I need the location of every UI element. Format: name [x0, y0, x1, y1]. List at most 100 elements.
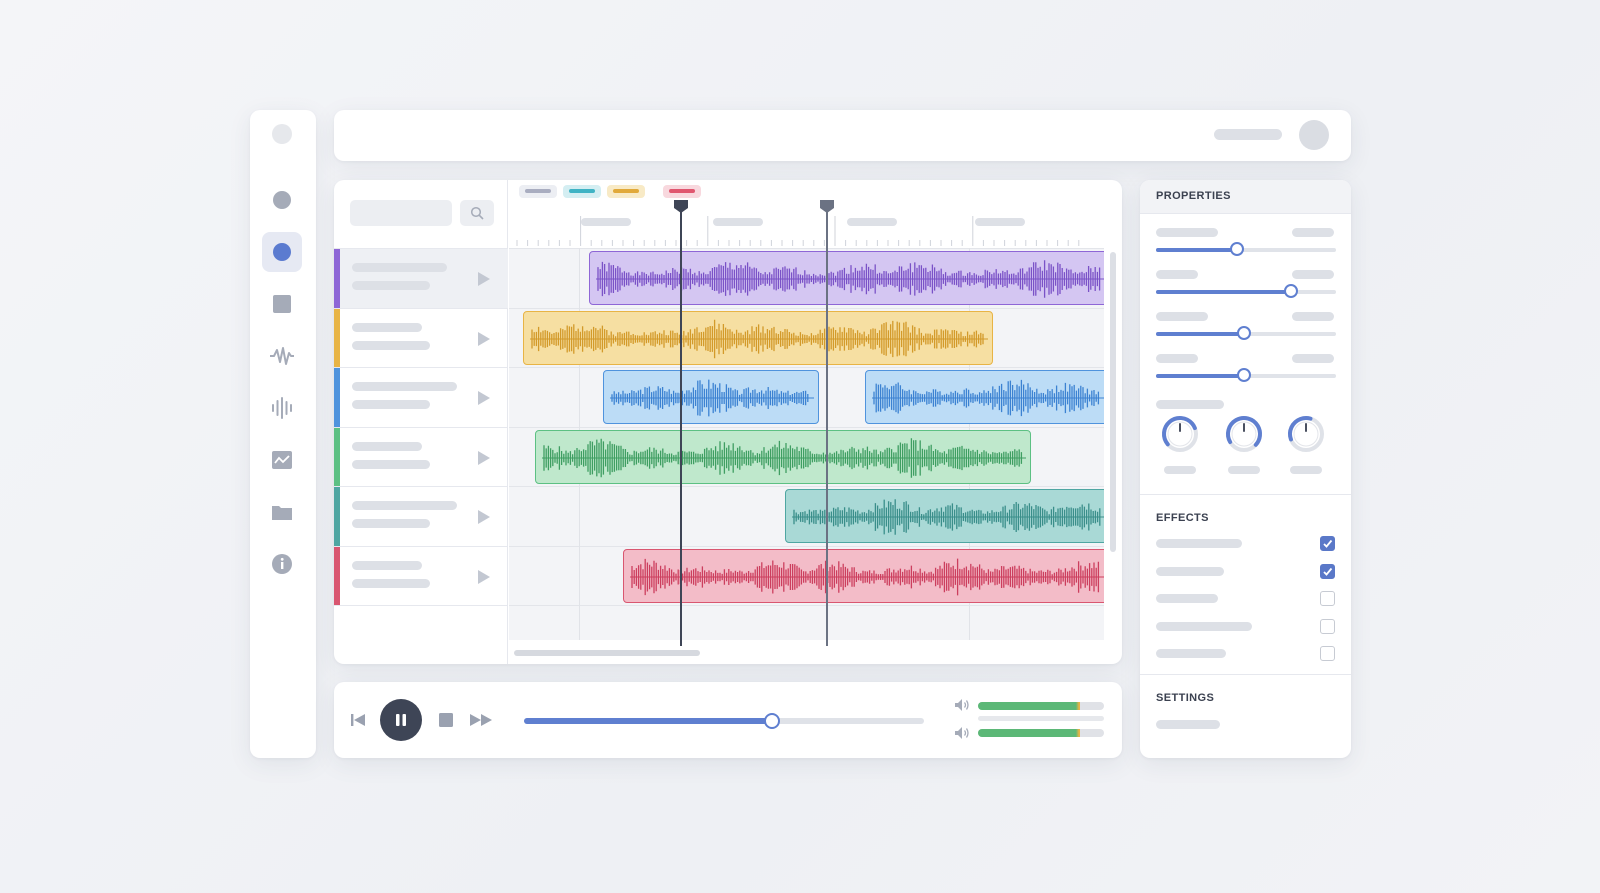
marker-tag-red[interactable]: [663, 185, 701, 198]
marker-tag-yellow[interactable]: [607, 185, 645, 198]
audio-clip[interactable]: [589, 251, 1104, 305]
settings-item-placeholder: [1156, 720, 1220, 729]
track-play-button[interactable]: [477, 509, 491, 530]
waveform: [542, 437, 1026, 478]
playhead[interactable]: [674, 200, 688, 646]
property-slider[interactable]: [1156, 284, 1336, 298]
effect-checkbox[interactable]: [1320, 536, 1335, 551]
track-name-placeholder: [352, 263, 447, 272]
track-play-button[interactable]: [477, 569, 491, 590]
effect-name-placeholder: [1156, 649, 1226, 658]
slider-label-placeholder: [1156, 312, 1208, 321]
clip-icon[interactable]: [262, 284, 302, 324]
property-slider[interactable]: [1156, 326, 1336, 340]
track-name-placeholder: [352, 501, 457, 510]
fast-forward-icon: [470, 714, 492, 726]
seek-thumb[interactable]: [764, 713, 780, 729]
slider-thumb[interactable]: [1237, 326, 1252, 340]
track-play-button[interactable]: [477, 390, 491, 411]
audio-clip[interactable]: [785, 489, 1104, 543]
search-input[interactable]: [350, 200, 452, 226]
slider-label-placeholder: [1156, 270, 1198, 279]
search-button[interactable]: [460, 200, 494, 226]
transport-bar: [334, 682, 1122, 758]
divider: [1140, 213, 1351, 214]
waveform: [610, 379, 814, 417]
speaker-icon: [955, 699, 969, 711]
icon-rail: [250, 110, 316, 758]
properties-header: [1140, 180, 1351, 213]
lane-divider: [509, 248, 1104, 249]
pause-button[interactable]: [380, 699, 422, 741]
fast-forward-button[interactable]: [468, 710, 494, 730]
audio-clip[interactable]: [603, 370, 819, 424]
property-slider[interactable]: [1156, 242, 1336, 256]
track-row[interactable]: [334, 426, 508, 487]
slider-fill: [1156, 374, 1245, 378]
audio-clip[interactable]: [865, 370, 1104, 424]
knob-icon: [1162, 416, 1198, 452]
level-meter-right: [978, 729, 1104, 737]
avatar[interactable]: [1299, 120, 1329, 150]
slider-thumb[interactable]: [1230, 242, 1244, 256]
spectrum-icon[interactable]: [262, 388, 302, 428]
marker-tag-gray[interactable]: [519, 185, 557, 198]
graph-icon[interactable]: [262, 440, 302, 480]
marker-tag-teal[interactable]: [563, 185, 601, 198]
lane-divider: [509, 545, 1104, 547]
knob-label-placeholder: [1228, 466, 1260, 474]
track-play-button[interactable]: [477, 331, 491, 352]
settings-title: SETTINGS: [1156, 692, 1215, 704]
track-color-strip: [334, 368, 340, 427]
parameter-knob[interactable]: [1224, 414, 1264, 454]
check-icon: [1323, 539, 1333, 548]
track-play-button[interactable]: [477, 450, 491, 471]
horizontal-scrollbar[interactable]: [514, 650, 700, 656]
effect-checkbox[interactable]: [1320, 618, 1335, 634]
waveform: [872, 379, 1104, 417]
secondary-marker[interactable]: [820, 200, 834, 646]
parameter-knob[interactable]: [1160, 414, 1200, 454]
slider-thumb[interactable]: [1237, 368, 1252, 382]
audio-clip[interactable]: [535, 429, 1031, 484]
track-color-strip: [334, 308, 340, 368]
property-slider[interactable]: [1156, 368, 1336, 382]
waveform-icon[interactable]: [262, 336, 302, 376]
audio-clip[interactable]: [523, 310, 993, 365]
seek-progress: [524, 718, 772, 724]
waveform: [792, 499, 1104, 535]
logo-icon[interactable]: [262, 114, 302, 154]
volume-left-button[interactable]: [954, 697, 970, 713]
folder-icon[interactable]: [262, 492, 302, 532]
knob-icon: [1288, 416, 1324, 452]
track-row[interactable]: [334, 545, 508, 606]
info-icon[interactable]: [262, 544, 302, 584]
seek-slider[interactable]: [524, 713, 924, 729]
vertical-scrollbar[interactable]: [1110, 252, 1116, 552]
slider-thumb[interactable]: [1284, 284, 1298, 298]
skip-back-button[interactable]: [348, 710, 368, 730]
track-name-placeholder: [352, 382, 457, 391]
track-row[interactable]: [334, 307, 508, 368]
home-icon[interactable]: [262, 180, 302, 220]
volume-right-button[interactable]: [954, 725, 970, 741]
track-header-column: [334, 180, 508, 664]
track-row[interactable]: [334, 486, 508, 546]
record-icon[interactable]: [262, 232, 302, 272]
stop-button[interactable]: [436, 710, 456, 730]
track-subtitle-placeholder: [352, 578, 430, 588]
top-bar: [334, 110, 1351, 161]
audio-clip[interactable]: [623, 548, 1104, 603]
track-row[interactable]: [334, 367, 508, 427]
track-play-button[interactable]: [477, 271, 491, 292]
effect-checkbox[interactable]: [1320, 591, 1335, 606]
track-lanes: [509, 248, 1104, 640]
timeline-ruler: [509, 180, 1109, 248]
track-row[interactable]: [334, 248, 508, 308]
play-icon: [478, 510, 490, 524]
effect-checkbox[interactable]: [1320, 563, 1335, 579]
pause-icon: [396, 714, 406, 726]
parameter-knob[interactable]: [1286, 414, 1326, 454]
properties-title: PROPERTIES: [1156, 190, 1231, 202]
effect-checkbox[interactable]: [1320, 646, 1335, 661]
